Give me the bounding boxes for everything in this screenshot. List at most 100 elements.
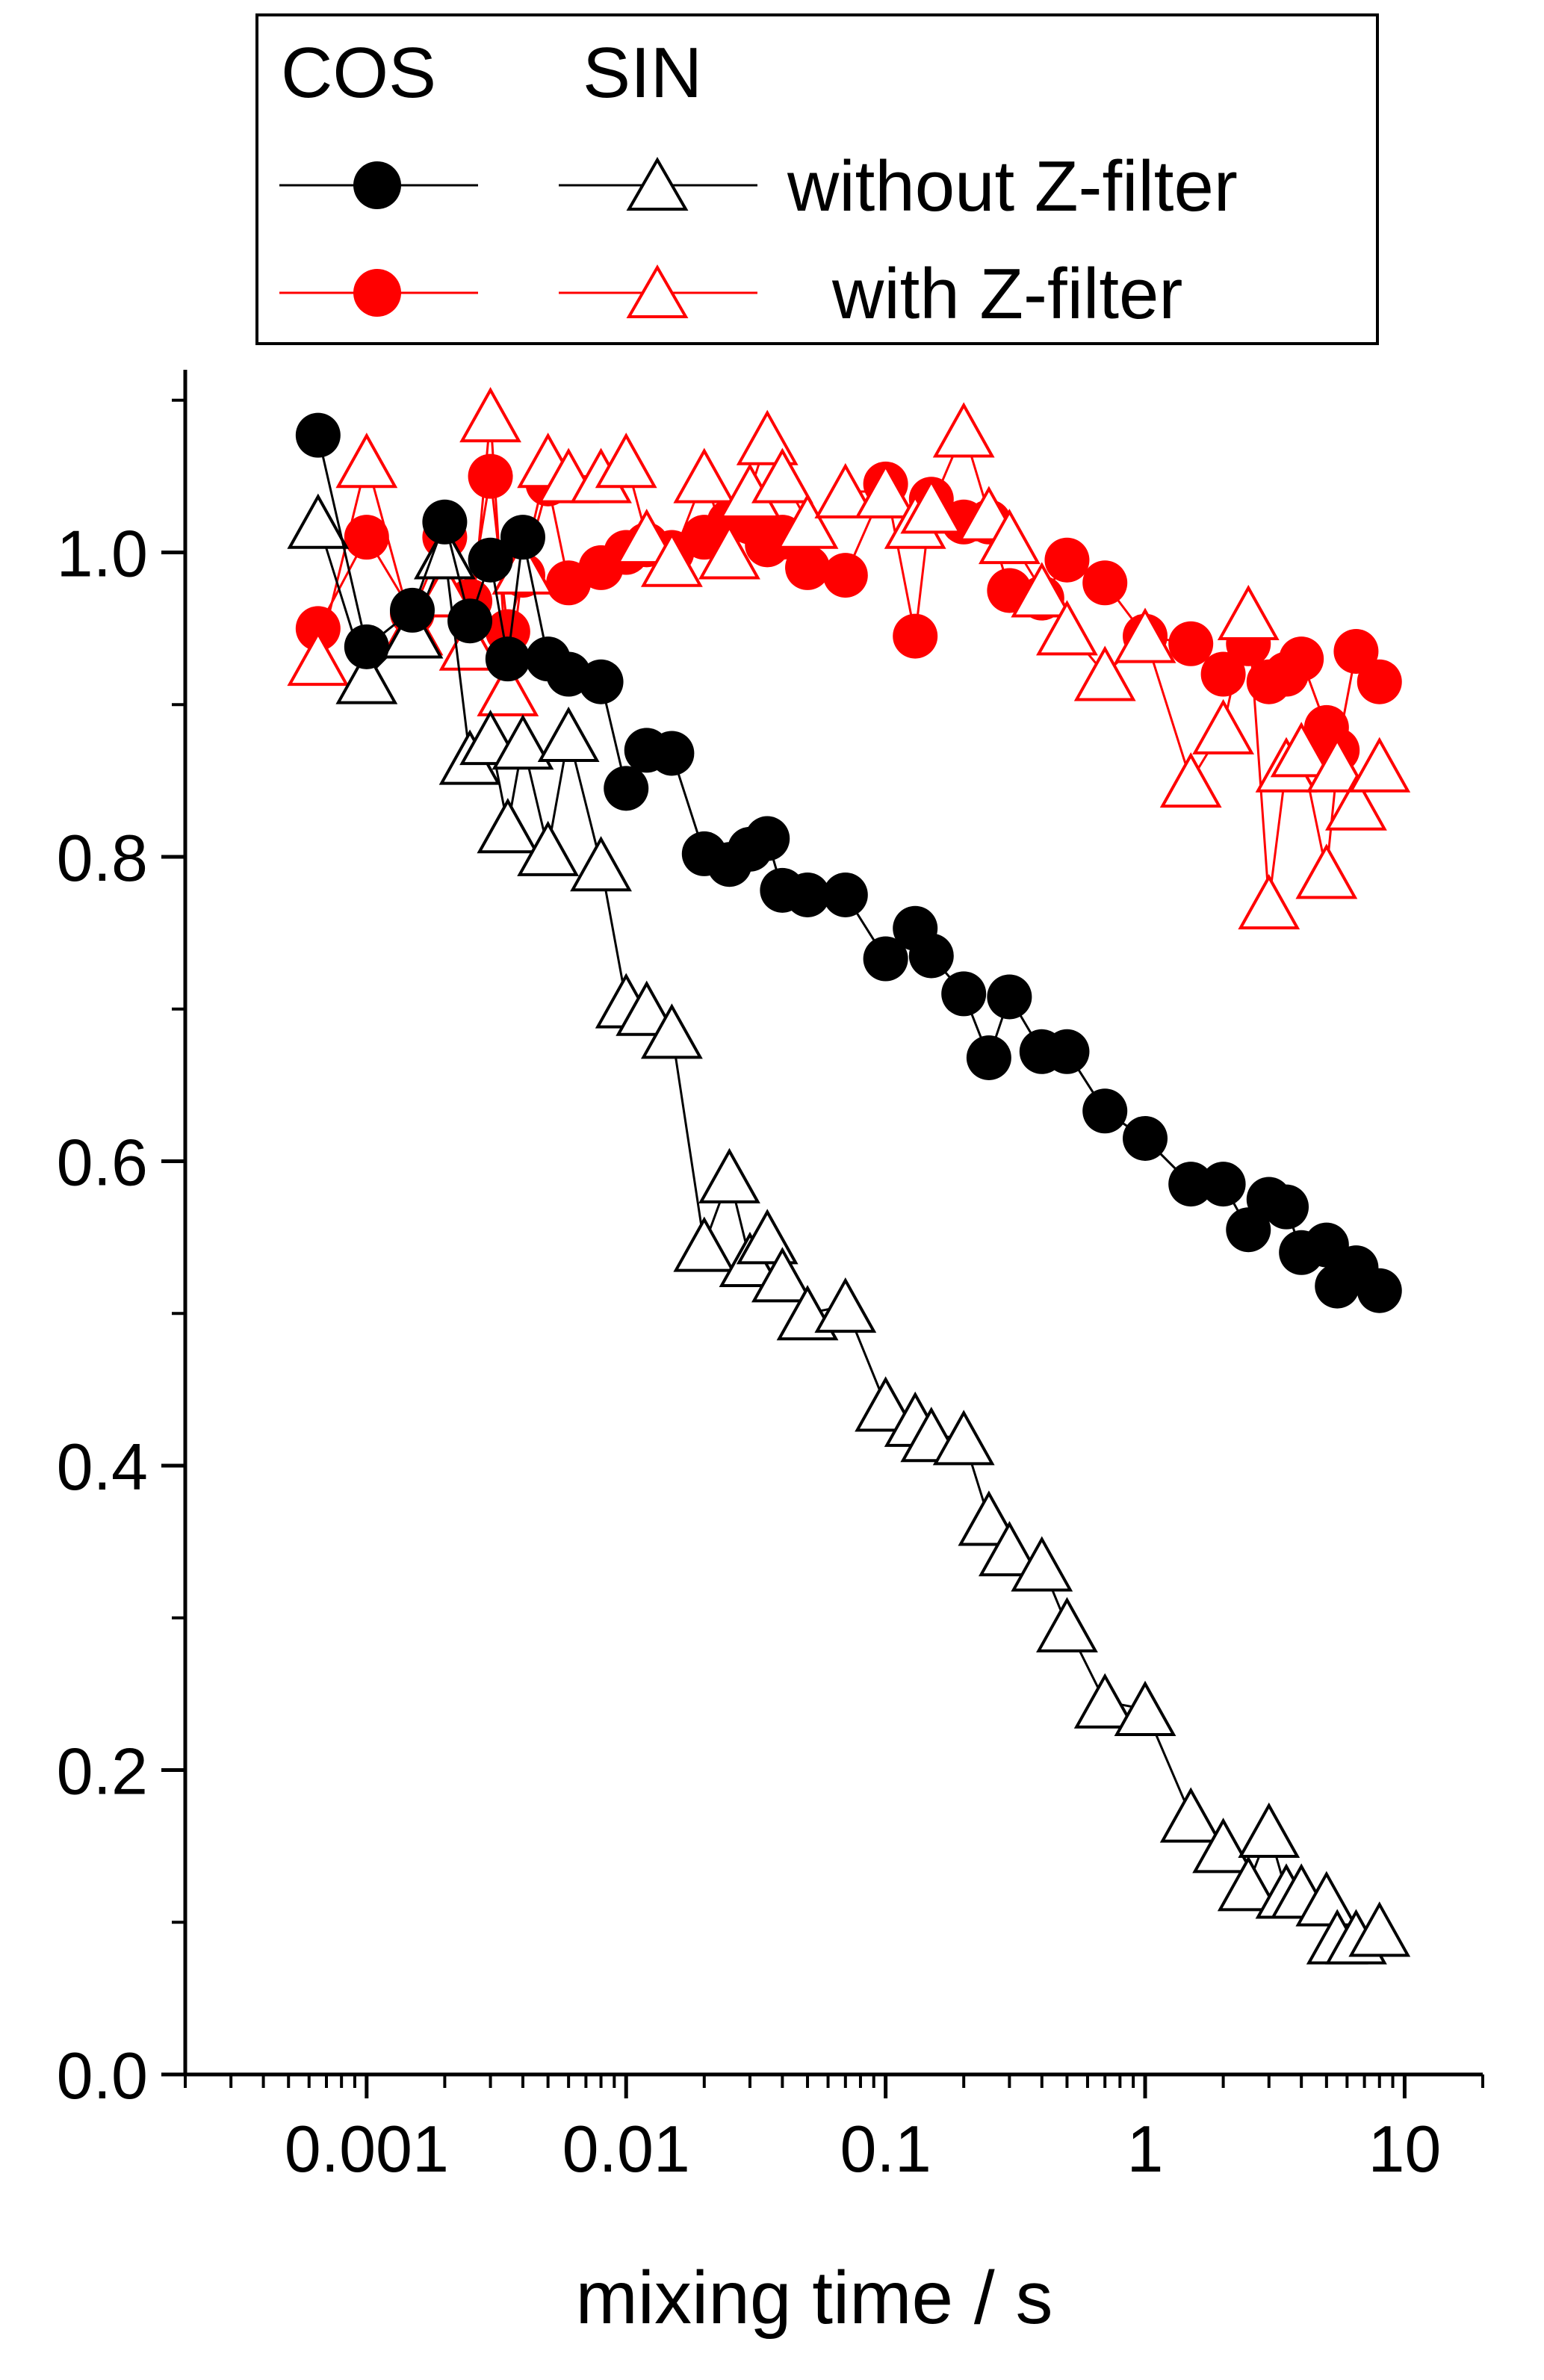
y-tick-label: 0.8 [57, 821, 148, 895]
data-point-triangle [1306, 737, 1368, 793]
y-tick-label: 0.4 [57, 1430, 148, 1504]
data-point-circle [604, 766, 649, 811]
data-point-triangle [978, 509, 1041, 565]
data-point-triangle [1073, 1673, 1136, 1729]
data-point-triangle [932, 402, 995, 458]
data-point-circle [893, 613, 938, 659]
data-point-triangle [698, 1147, 760, 1203]
data-point-triangle [751, 447, 813, 503]
data-point-triangle [698, 524, 760, 580]
data-point-circle [578, 659, 624, 704]
y-tick-label: 0.6 [57, 1126, 148, 1200]
data-point-triangle [1159, 1787, 1222, 1843]
data-point-circle [1200, 1162, 1246, 1207]
data-point-triangle [1114, 607, 1176, 663]
data-point-triangle [1348, 737, 1411, 793]
data-point-triangle [335, 648, 398, 704]
data-point-circle [468, 453, 513, 499]
data-point-triangle [517, 820, 580, 876]
data-point-triangle [814, 1277, 877, 1333]
legend-marker-cos-without [353, 161, 401, 209]
data-point-circle [1333, 628, 1379, 674]
data-point-triangle [1073, 645, 1136, 701]
data-point-circle [1168, 621, 1214, 666]
ticks [161, 398, 1484, 2098]
legend-header-cos: COS [281, 33, 436, 113]
data-point-circle [1200, 651, 1246, 697]
data-point-circle [1082, 1088, 1128, 1134]
data-point-circle [1357, 659, 1402, 704]
plot-series [287, 387, 1411, 1965]
data-point-triangle [751, 1247, 813, 1303]
data-point-triangle [335, 433, 398, 489]
data-point-triangle [1295, 1871, 1358, 1927]
data-point-triangle [640, 1003, 703, 1059]
data-point-circle [987, 974, 1032, 1020]
series-cos-without [295, 412, 1402, 1313]
y-tick-label: 0.0 [57, 2039, 148, 2113]
data-point-triangle [673, 447, 736, 503]
data-point-triangle [855, 1376, 917, 1432]
data-point-triangle [673, 1216, 736, 1272]
data-point-circle [422, 499, 468, 545]
data-point-circle [389, 587, 435, 633]
data-point-triangle [492, 714, 554, 770]
data-point-circle [485, 636, 530, 682]
data-point-triangle [1238, 1802, 1300, 1858]
data-point-triangle [1192, 1817, 1255, 1874]
data-point-circle [822, 553, 868, 598]
data-point-triangle [1217, 584, 1280, 640]
y-tick-label: 0.2 [57, 1735, 148, 1809]
data-point-triangle [1192, 698, 1255, 754]
data-point-triangle [477, 798, 539, 854]
data-point-circle [745, 816, 790, 861]
data-point-circle [1082, 560, 1128, 606]
data-point-triangle [640, 531, 703, 587]
data-point-circle [295, 412, 341, 458]
data-point-triangle [1114, 1680, 1176, 1736]
data-point-triangle [900, 478, 963, 534]
data-point-circle [500, 515, 545, 560]
data-point-circle [447, 598, 493, 644]
data-point-triangle [595, 433, 657, 489]
data-point-circle [1123, 1115, 1168, 1161]
data-point-circle [1264, 1184, 1309, 1230]
y-tick-label: 1.0 [57, 517, 148, 591]
legend-label-without: without Z-filter [787, 146, 1238, 226]
legend-header-sin: SIN [583, 33, 702, 113]
data-point-circle [344, 624, 389, 669]
data-point-circle [1168, 1162, 1214, 1207]
legend-marker-sin-with [626, 264, 689, 318]
data-point-triangle [1011, 1536, 1073, 1592]
data-point-triangle [287, 493, 350, 549]
data-point-circle [785, 872, 831, 917]
data-point-circle [344, 515, 389, 560]
data-point-triangle [537, 706, 600, 762]
data-point-circle [1044, 1029, 1090, 1074]
legend-box [255, 13, 1379, 345]
data-point-triangle [477, 660, 539, 716]
data-point-triangle [1348, 1901, 1411, 1957]
data-point-triangle [814, 462, 877, 518]
data-point-circle [908, 933, 954, 979]
data-point-circle [822, 872, 868, 917]
data-point-triangle [1011, 562, 1073, 618]
legend-marker-cos-with [353, 269, 401, 317]
data-point-triangle [287, 630, 350, 687]
data-point-triangle [1036, 1596, 1098, 1652]
data-point-triangle [1036, 600, 1098, 656]
axes [183, 370, 1483, 2077]
data-point-triangle [978, 1520, 1041, 1577]
data-point-circle [1357, 1268, 1402, 1313]
tick-labels: 0.001 0.01 0.1 1 10 0.0 0.2 0.4 0.6 0.8 1.0 [57, 517, 1442, 2187]
x-axis-title: mixing time / s [575, 2256, 1052, 2340]
data-point-triangle [616, 509, 678, 565]
x-tick-label: 0.001 [285, 2112, 449, 2186]
x-tick-label: 1 [1127, 2112, 1164, 2186]
data-point-triangle [776, 493, 839, 549]
legend-marker-sin-without [626, 156, 689, 211]
x-tick-label: 0.01 [562, 2112, 690, 2186]
data-point-circle [1044, 537, 1090, 583]
data-point-circle [649, 731, 695, 776]
data-point-circle [468, 537, 513, 583]
